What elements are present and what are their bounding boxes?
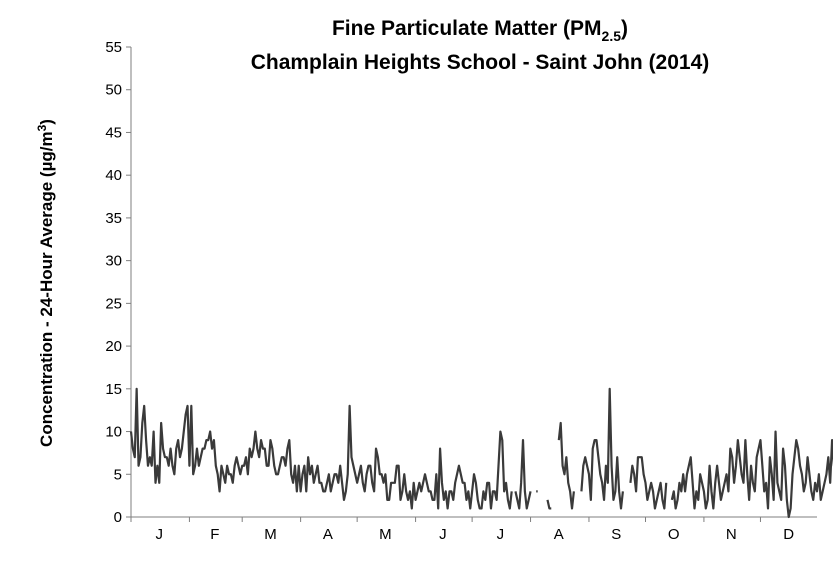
x-tick-label: J xyxy=(497,526,505,543)
chart-title-line2: Champlain Heights School - Saint John (2… xyxy=(251,51,710,74)
x-tick-label: A xyxy=(554,526,564,543)
x-tick-label: J xyxy=(156,526,164,543)
series-line-segment xyxy=(546,499,552,510)
x-tick-label: N xyxy=(726,526,737,543)
series-line-segment xyxy=(129,387,513,510)
x-tick-label: S xyxy=(611,526,621,543)
y-tick-label: 0 xyxy=(114,509,122,526)
y-tick-label: 25 xyxy=(105,295,122,312)
series-pm25 xyxy=(129,387,833,519)
series-line-segment xyxy=(514,438,532,510)
series-line-segment xyxy=(557,421,575,510)
x-tick-label: D xyxy=(783,526,794,543)
series-line-segment xyxy=(580,387,624,510)
x-tick-label: M xyxy=(379,526,392,543)
y-tick-label: 5 xyxy=(114,466,122,483)
y-tick-label: 50 xyxy=(105,82,122,99)
chart-title: Fine Particulate Matter (PM2.5) Champlai… xyxy=(251,17,710,74)
x-tick-label: F xyxy=(210,526,219,543)
y-tick-label: 35 xyxy=(105,210,122,227)
y-tick-label: 45 xyxy=(105,124,122,141)
y-tick-label: 30 xyxy=(105,253,122,270)
x-tick-label: O xyxy=(668,526,680,543)
x-tick-label: A xyxy=(323,526,333,543)
x-tick-label: M xyxy=(264,526,277,543)
y-tick-label: 20 xyxy=(105,338,122,355)
chart-title-line1: Fine Particulate Matter (PM2.5) xyxy=(332,17,628,44)
x-tick-label: J xyxy=(439,526,447,543)
y-tick-label: 15 xyxy=(105,381,122,398)
series-line-segment xyxy=(670,430,833,519)
y-axis-ticks: 0 5 10 15 20 25 30 35 40 45 50 55 xyxy=(105,39,131,526)
y-axis-label: Concentration - 24-Hour Average (µg/m3) xyxy=(35,119,56,447)
y-tick-label: 10 xyxy=(105,424,122,441)
y-tick-label: 40 xyxy=(105,167,122,184)
y-tick-label: 55 xyxy=(105,39,122,56)
series-line-segment xyxy=(629,456,668,510)
